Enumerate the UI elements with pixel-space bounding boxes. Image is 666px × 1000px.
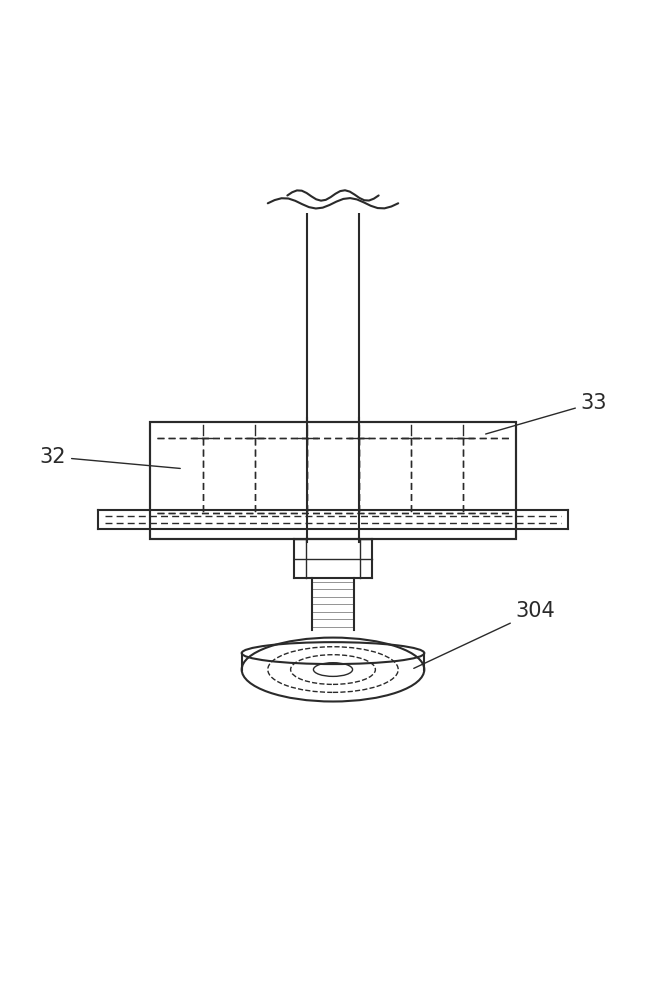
Bar	[151, 422, 515, 539]
Bar	[154, 425, 512, 536]
Bar	[151, 422, 515, 539]
Text: 32: 32	[39, 447, 180, 468]
Text: 33: 33	[486, 393, 607, 434]
Text: 304: 304	[414, 601, 555, 668]
